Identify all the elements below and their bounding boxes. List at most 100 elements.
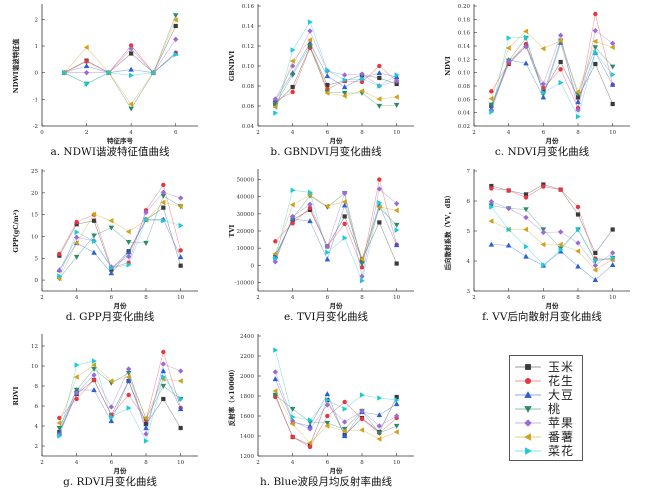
series-triangle-left [272, 37, 399, 110]
series-line [59, 219, 181, 274]
chart-panel-b: 0.04 0.06 0.08 0.10 0.12 0.14 0.16 2 4 6 8 10 月份 GBND… [218, 0, 434, 165]
data-point [488, 95, 494, 102]
data-point [324, 90, 330, 96]
data-point [160, 361, 167, 367]
data-point [324, 256, 331, 262]
data-point [488, 198, 495, 205]
data-point [177, 203, 183, 210]
data-point [307, 440, 313, 446]
data-point [160, 189, 167, 196]
x-tick-label: 6 [110, 460, 114, 466]
series-line [59, 219, 181, 277]
series-line [275, 30, 397, 100]
data-point [108, 270, 115, 276]
data-point [324, 402, 331, 408]
data-point [377, 75, 382, 81]
data-point [523, 207, 529, 213]
data-point [377, 63, 382, 69]
data-point [307, 218, 313, 224]
data-point [377, 199, 383, 206]
data-point [489, 109, 495, 115]
series-line [64, 54, 176, 85]
y-tick-label: 12 [31, 344, 38, 350]
data-point [273, 110, 279, 116]
data-point [73, 390, 80, 396]
chart-panel-g: 2 4 6 8 10 12 2 4 6 8 10 月份 RDVI g. RDVI月变化曲线 [2, 330, 218, 495]
data-point [290, 187, 296, 193]
data-point [290, 89, 295, 95]
y-tick-label: -10000 [235, 280, 255, 286]
x-tick-label: 10 [609, 130, 616, 136]
data-point [558, 187, 563, 192]
data-point [489, 186, 494, 191]
data-point [143, 217, 149, 223]
data-point [307, 189, 313, 196]
data-point [273, 347, 279, 353]
series-line [59, 364, 181, 424]
y-axis-label: 后向散射系数（VV，dB） [443, 192, 452, 271]
y-tick-label: 4 [467, 259, 471, 265]
series-triangle-up [272, 202, 400, 262]
y-tick-label: 6 [467, 199, 471, 205]
series-line [491, 30, 613, 111]
series-triangle-right [62, 51, 179, 87]
series-line [64, 15, 176, 110]
x-tick-label: 4 [291, 130, 295, 136]
y-tick-label: 10000 [237, 246, 255, 252]
chart-d: 0 5 10 15 20 25 2 4 6 8 10 月份 GPP(gC/m²) [12, 169, 198, 310]
data-point [488, 102, 495, 108]
data-point [160, 368, 167, 374]
data-point [143, 209, 149, 216]
series-triangle-left [272, 388, 399, 446]
legend-marker-circle-icon [515, 377, 541, 385]
legend-label: 花生 [548, 374, 575, 388]
data-point [593, 49, 599, 56]
y-tick-label: 0 [251, 263, 255, 269]
chart-panel-c: 0.02 0.04 0.06 0.08 0.10 0.12 0.14 0.16 0.18 0.20… [434, 0, 650, 165]
legend-marker-triangle-up-icon [515, 391, 541, 398]
y-tick-label: 6 [35, 404, 39, 410]
chart-panel-h: 1200 1400 1600 1800 2000 2200 2400 2 4 6 8 10 月份 反射率（… [218, 330, 434, 495]
y-tick-label: 3 [467, 289, 471, 295]
data-point [359, 71, 365, 77]
data-point [56, 420, 62, 426]
chart-g-caption: g. RDVI月变化曲线 [63, 476, 157, 488]
data-point [610, 71, 616, 78]
data-point [523, 28, 529, 35]
data-point [342, 214, 347, 219]
x-axis-label: 月份 [329, 301, 344, 310]
series-line [275, 371, 397, 430]
series-line [275, 179, 397, 269]
data-point [73, 387, 80, 393]
chart-b: 0.04 0.06 0.08 0.10 0.12 0.14 0.16 2 4 6 8 10 月份 GBND… [228, 4, 414, 145]
y-tick-label: 15 [31, 213, 38, 219]
y-tick-label: 1400 [240, 434, 254, 440]
data-point [540, 81, 547, 87]
data-point [341, 84, 348, 90]
series-diamond [488, 27, 616, 114]
x-tick-label: 8 [360, 295, 364, 301]
data-point [541, 89, 547, 96]
y-tick-label: 0.18 [458, 17, 471, 23]
series-line [64, 25, 176, 74]
series-triangle-right [273, 347, 400, 423]
data-point [91, 218, 97, 223]
data-point [307, 201, 313, 208]
data-point [341, 90, 348, 96]
data-point [128, 101, 134, 107]
data-point [592, 267, 598, 273]
chart-d-caption: d. GPP月变化曲线 [65, 311, 155, 323]
data-point [593, 61, 598, 67]
data-point [609, 40, 616, 47]
data-point [57, 251, 62, 257]
legend-marker-triangle-right-icon [515, 447, 541, 455]
data-point [359, 277, 365, 284]
chart-b-caption: b. GBNDVI月变化曲线 [270, 146, 382, 158]
data-point [73, 374, 79, 380]
data-point [489, 204, 495, 210]
chart-e: -10000 0 10000 20000 30000 40000 50000 2 4 6 8 10 月份… [228, 169, 414, 310]
y-axis-label: 反射率（×10000） [227, 366, 236, 427]
series-line [59, 184, 181, 269]
data-point [74, 362, 80, 368]
y-tick-label: 0.14 [458, 44, 471, 50]
